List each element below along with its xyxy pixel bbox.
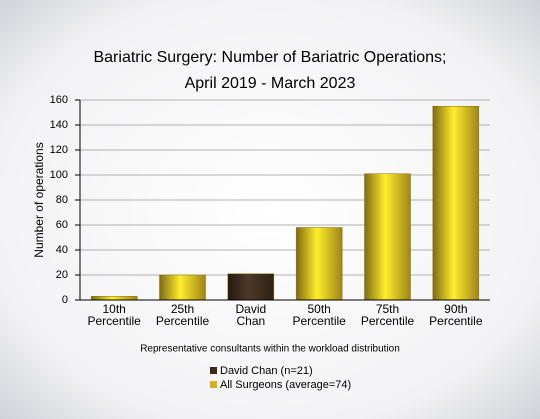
bar [90,296,138,301]
x-tick-label-line: Chan [236,314,265,328]
y-tick-label: 100 [50,169,68,181]
x-tick-label-line: Percentile [156,314,210,328]
x-tick-label-line: 50th [307,302,330,316]
bar [227,273,275,301]
bar [432,106,480,301]
bar [364,173,411,301]
x-tick-label-line: Percentile [87,314,141,328]
bar [159,274,206,301]
y-tick-label: 40 [56,244,68,256]
y-tick-label: 120 [50,144,68,156]
y-tick-label: 0 [62,294,68,306]
x-tick-label: 75th Percentile [361,302,415,328]
legend-swatch [210,367,217,374]
x-tick-label: 90th Percentile [429,302,483,328]
x-tick-label-line: 25th [171,302,194,316]
x-tick-label-line: Percentile [361,314,415,328]
x-tick-label-line: 90th [444,302,467,316]
x-tick-label: 50th Percentile [292,302,346,328]
legend-label: David Chan (n=21) [220,365,313,377]
x-tick-label-line: 10th [102,302,125,316]
chart-title: Bariatric Surgery: Number of Bariatric O… [93,49,446,66]
y-axis-label: Number of operations [32,142,46,257]
chart-title: April 2019 - March 2023 [185,75,356,92]
y-tick-label: 20 [56,269,68,281]
x-tick-label: David Chan [235,302,266,328]
x-tick-label-line: Percentile [292,314,346,328]
y-tick-label: 60 [56,219,68,231]
x-tick-label-line: David [235,302,266,316]
x-axis-label: Representative consultants within the wo… [140,344,400,355]
legend-swatch [210,381,217,388]
y-tick-label: 80 [56,194,68,206]
x-tick-label-line: 75th [376,302,399,316]
x-tick-label: 25th Percentile [156,302,210,328]
y-tick-label: 160 [50,94,68,106]
legend-label: All Surgeons (average=74) [220,379,351,391]
bar [295,227,343,301]
y-tick-label: 140 [50,119,68,131]
x-tick-label: 10th Percentile [87,302,141,328]
x-tick-label-line: Percentile [429,314,483,328]
